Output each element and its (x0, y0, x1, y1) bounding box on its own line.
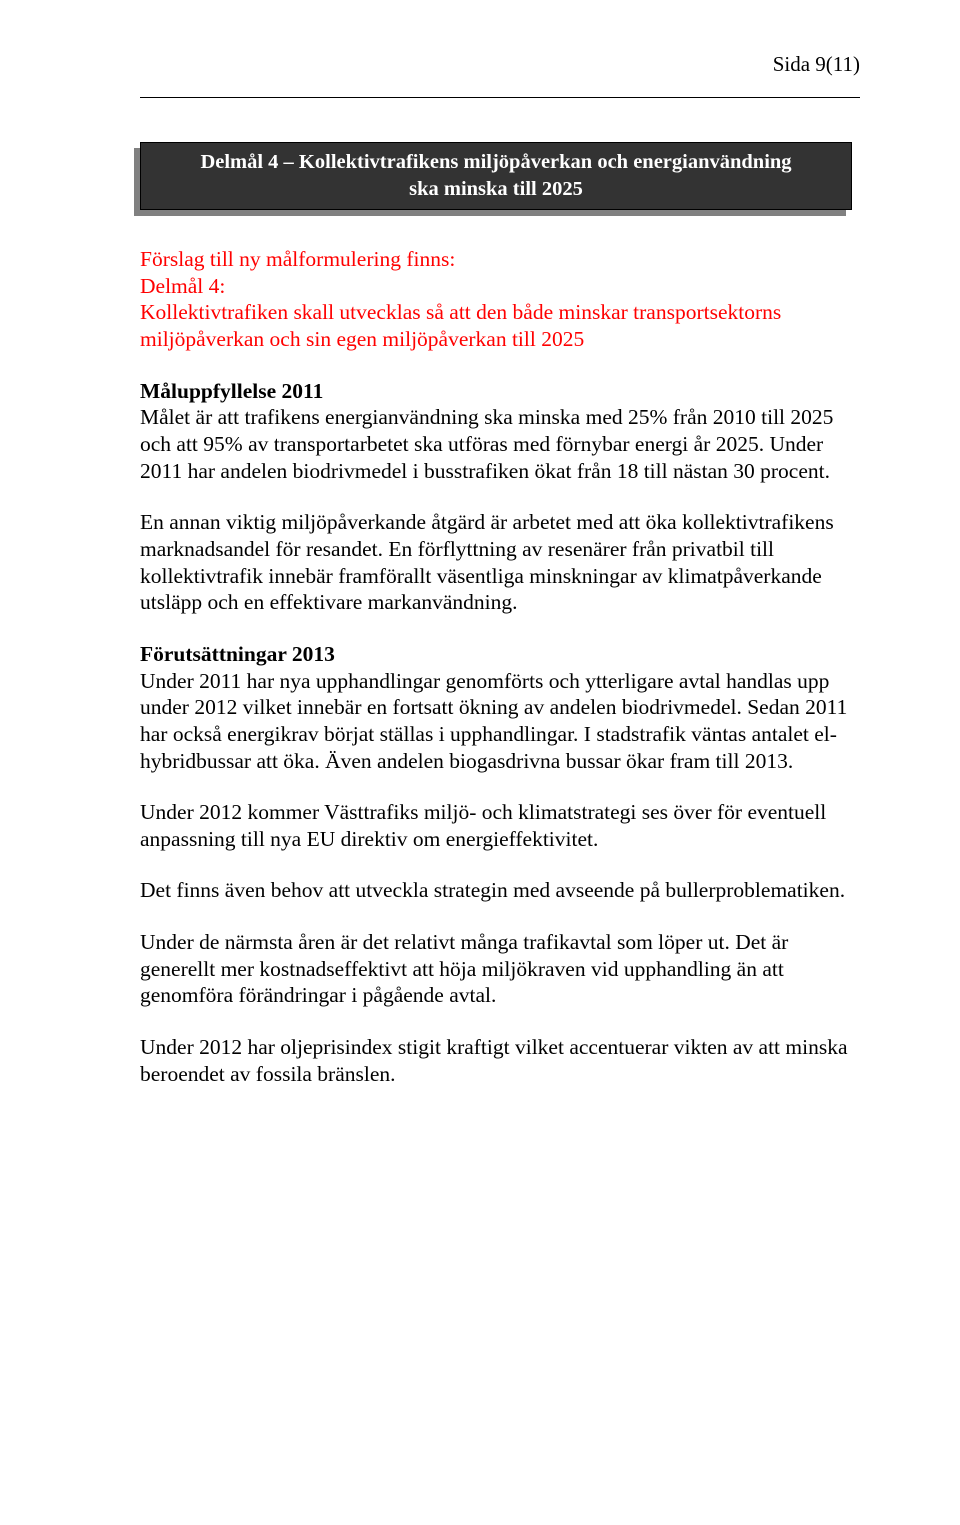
fulfilment-heading: Måluppfyllelse 2011 (140, 379, 323, 403)
proposal-intro: Förslag till ny målformulering finns: (140, 247, 455, 271)
proposal-text: Kollektivtrafiken skall utvecklas så att… (140, 300, 781, 351)
conditions-p3: Det finns även behov att utveckla strate… (140, 877, 860, 904)
title-banner: Delmål 4 – Kollektivtrafikens miljöpåver… (140, 142, 860, 216)
fulfilment-block-1: Måluppfyllelse 2011 Målet är att trafike… (140, 378, 860, 485)
conditions-heading: Förutsättningar 2013 (140, 642, 335, 666)
fulfilment-p2: En annan viktig miljöpåverkande åtgärd ä… (140, 509, 860, 616)
conditions-block-1: Förutsättningar 2013 Under 2011 har nya … (140, 641, 860, 774)
conditions-p2: Under 2012 kommer Västtrafiks miljö- och… (140, 799, 860, 852)
title-banner-text: Delmål 4 – Kollektivtrafikens miljöpåver… (140, 142, 852, 210)
page-number: Sida 9(11) (773, 52, 860, 77)
document-page: Sida 9(11) Delmål 4 – Kollektivtrafikens… (0, 0, 960, 1525)
banner-line-1: Delmål 4 – Kollektivtrafikens miljöpåver… (155, 149, 837, 176)
banner-line-2: ska minska till 2025 (155, 176, 837, 203)
proposal-block: Förslag till ny målformulering finns: De… (140, 246, 860, 353)
conditions-p4: Under de närmsta åren är det relativt må… (140, 929, 860, 1009)
header-divider (140, 97, 860, 98)
fulfilment-p1: Målet är att trafikens energianvändning … (140, 405, 833, 482)
proposal-label: Delmål 4: (140, 274, 225, 298)
conditions-p5: Under 2012 har oljeprisindex stigit kraf… (140, 1034, 860, 1087)
conditions-p1: Under 2011 har nya upphandlingar genomfö… (140, 669, 847, 773)
